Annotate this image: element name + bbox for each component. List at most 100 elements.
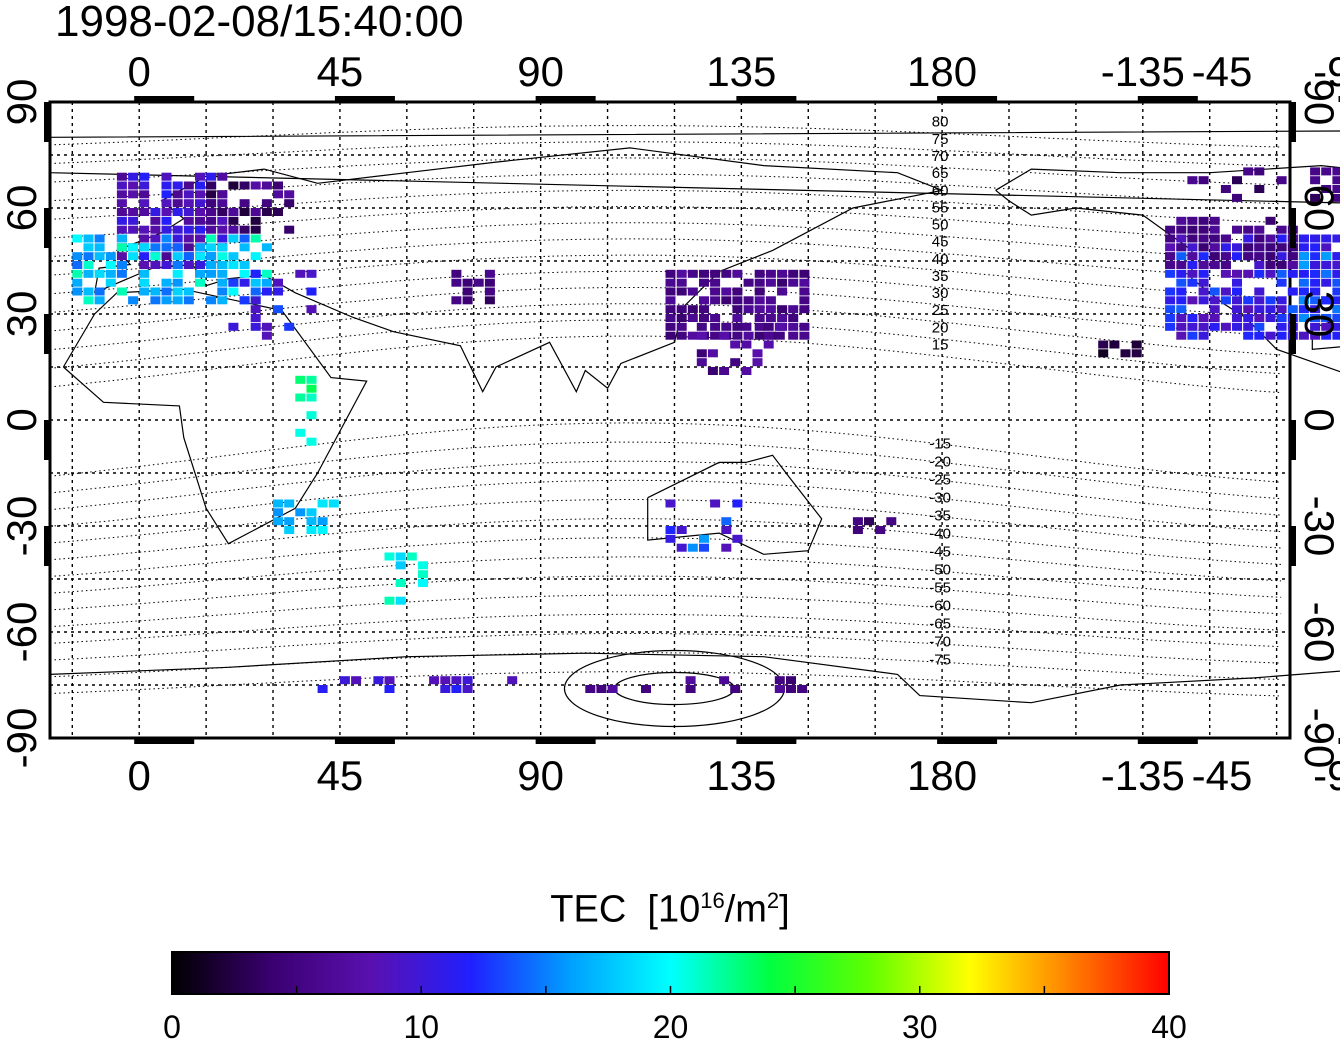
tec-cell xyxy=(687,331,698,340)
frame-bar-bottom xyxy=(1338,738,1340,744)
tec-cell xyxy=(172,199,183,208)
tec-cell xyxy=(116,199,127,208)
tec-cell xyxy=(306,526,317,534)
frame-bar-left xyxy=(44,526,50,566)
tec-cell xyxy=(786,685,796,693)
tec-cell xyxy=(721,287,732,296)
magnetic-lat-label: -75 xyxy=(929,652,951,669)
tec-cell xyxy=(507,676,518,685)
magnetic-lat-label: -15 xyxy=(929,435,951,452)
top-longitude-labels: 0 45 90 135 180 -135 -90 -45 xyxy=(128,48,1340,95)
tec-cell xyxy=(710,322,721,331)
tec-cell xyxy=(1209,314,1220,322)
tec-cell xyxy=(1276,225,1287,234)
tec-cell xyxy=(1310,296,1321,305)
tec-cell xyxy=(183,181,194,190)
tec-cell xyxy=(699,296,709,305)
tec-cell xyxy=(596,685,607,693)
tec-cell xyxy=(273,190,283,199)
magnetic-contour xyxy=(49,222,1282,261)
tec-cell xyxy=(799,287,810,296)
tec-cell xyxy=(451,676,462,685)
bottom-lon-label: 90 xyxy=(517,752,564,799)
tec-cell xyxy=(1321,314,1332,322)
tec-cell xyxy=(139,181,150,190)
tec-cell xyxy=(1232,243,1242,252)
tec-cell xyxy=(710,331,721,340)
colorbar-units-exp: 16 xyxy=(700,888,725,913)
tec-cell xyxy=(1254,287,1265,296)
tec-cell xyxy=(172,269,183,278)
tec-cell xyxy=(172,243,183,252)
tec-cell xyxy=(217,296,228,305)
tec-cell xyxy=(1176,252,1187,261)
tec-cell xyxy=(777,287,788,296)
tec-cell xyxy=(687,543,698,552)
tec-cell xyxy=(786,676,796,685)
tec-cell xyxy=(1209,296,1220,305)
tec-cell xyxy=(128,225,139,234)
tec-cell xyxy=(1187,176,1198,185)
tec-cell xyxy=(1131,349,1142,358)
tec-cell xyxy=(228,261,239,269)
magnetic-contour xyxy=(49,157,1282,186)
tec-cell xyxy=(128,172,139,181)
tec-cell xyxy=(228,278,239,287)
tec-cell xyxy=(1176,322,1187,331)
tec-cell xyxy=(799,322,810,331)
tec-cell xyxy=(306,411,317,420)
tec-cell xyxy=(665,526,676,534)
tec-cell xyxy=(719,367,730,375)
tec-cell xyxy=(395,596,406,605)
tec-cell xyxy=(139,199,150,208)
tec-cell xyxy=(1165,269,1176,278)
right-latitude-labels: 90 60 30 0 -30 -60 -90 xyxy=(1296,79,1340,769)
tec-cell xyxy=(1276,331,1287,340)
tec-cell xyxy=(1321,331,1332,340)
tec-cell xyxy=(774,676,785,685)
right-lat-label: -90 xyxy=(1296,708,1340,769)
tec-cell xyxy=(418,561,428,570)
tec-cell xyxy=(1298,269,1309,278)
magnetic-contour xyxy=(49,141,1282,167)
tec-cell xyxy=(284,517,295,526)
tec-cell xyxy=(699,314,709,322)
tec-cell xyxy=(195,181,205,190)
tec-cell xyxy=(228,216,239,225)
magnetic-lat-label: -35 xyxy=(929,507,951,524)
tec-cell xyxy=(1165,252,1176,261)
tec-cell xyxy=(384,596,395,605)
tec-cell xyxy=(139,243,150,252)
tec-cell xyxy=(451,269,462,278)
tec-cell xyxy=(797,685,808,693)
tec-cell xyxy=(743,278,754,287)
tec-cell xyxy=(721,526,732,534)
magnetic-lat-label: 15 xyxy=(932,337,949,354)
tec-cell xyxy=(261,322,272,331)
tec-cell xyxy=(317,685,328,693)
top-lon-label: 135 xyxy=(706,48,776,95)
tec-cell xyxy=(721,543,732,552)
tec-cell xyxy=(852,517,863,526)
magnetic-lat-label: 75 xyxy=(932,131,949,148)
tec-cell xyxy=(1332,176,1340,185)
left-latitude-labels: 90 60 30 0 -30 -60 -90 xyxy=(0,79,45,769)
tec-cell xyxy=(1209,252,1220,261)
tec-cell xyxy=(116,181,127,190)
tec-cell xyxy=(72,252,83,261)
tec-cell xyxy=(1243,252,1254,261)
tec-cell xyxy=(116,287,127,296)
coastline-path xyxy=(49,130,1340,204)
tec-cell xyxy=(250,216,261,225)
tec-cell xyxy=(1321,234,1332,243)
tec-cell xyxy=(1254,185,1265,193)
tec-cell xyxy=(206,216,217,225)
tec-cell xyxy=(317,517,328,526)
frame-tick-bars xyxy=(44,96,1340,744)
tec-cell xyxy=(665,269,676,278)
tec-cell xyxy=(105,261,116,269)
tec-cell xyxy=(161,225,172,234)
tec-cell xyxy=(1332,314,1340,322)
tec-cell xyxy=(373,676,384,685)
tec-cell xyxy=(150,296,161,305)
